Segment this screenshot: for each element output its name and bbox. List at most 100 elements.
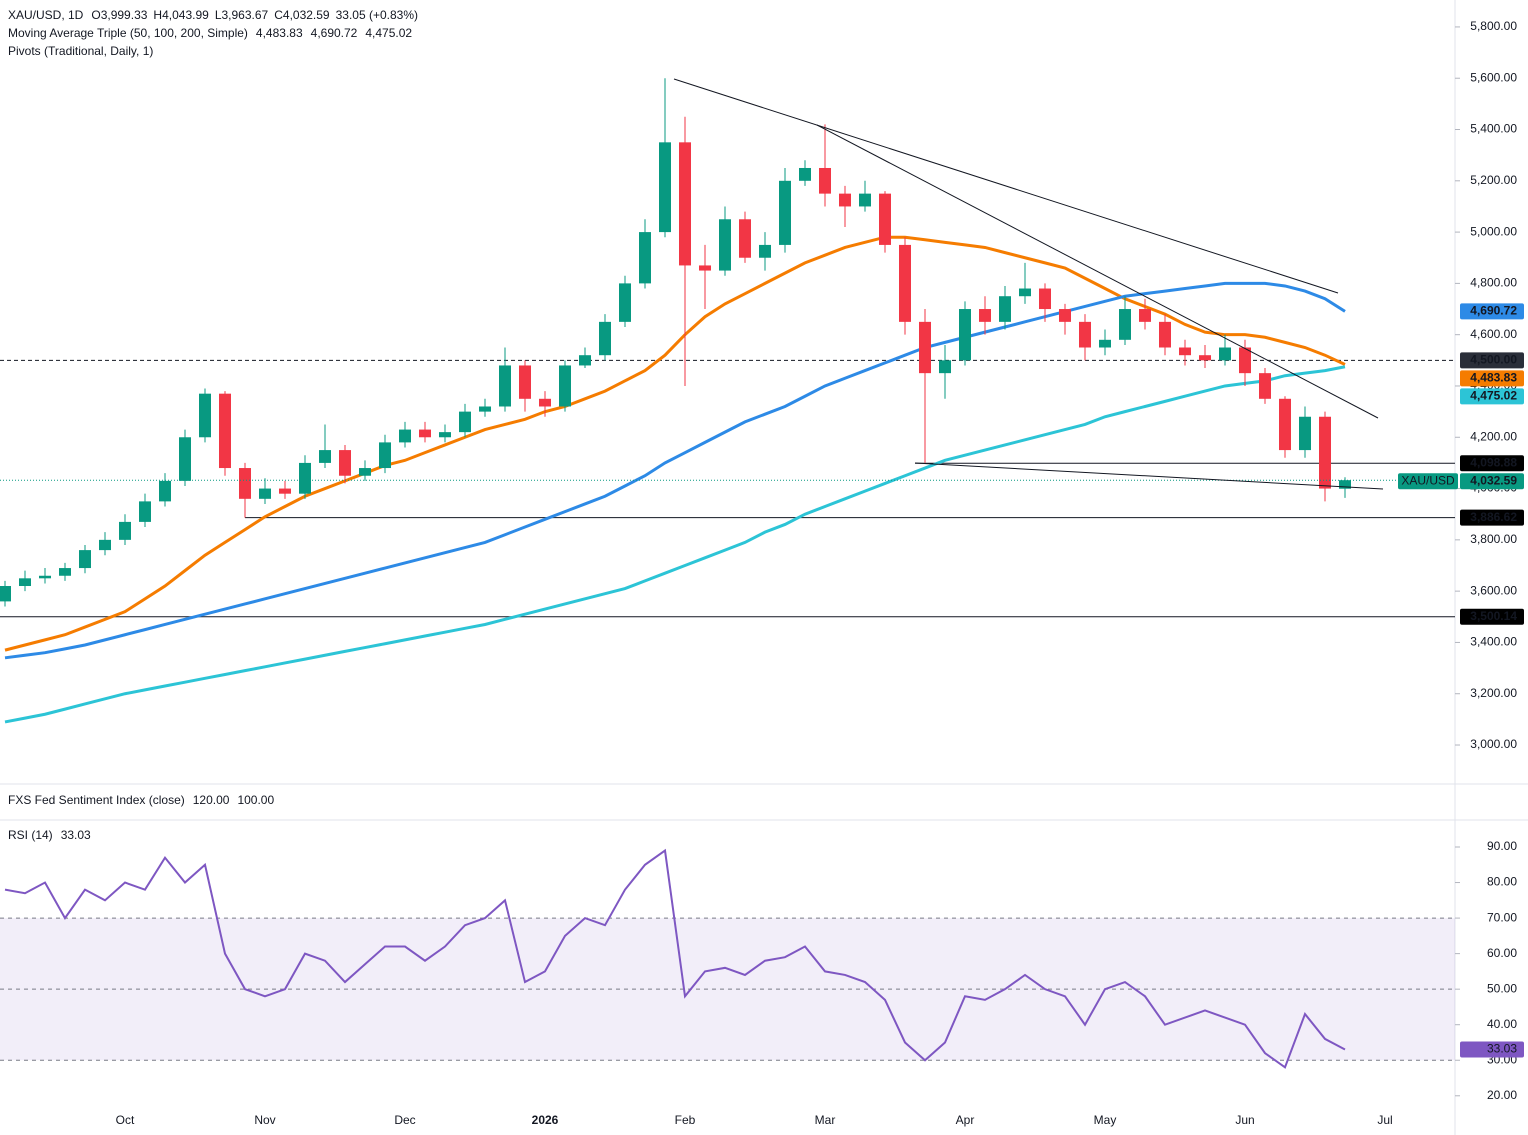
legend-change: 33.05 (+0.83%) bbox=[336, 8, 418, 22]
ma-legend-value: 4,690.72 bbox=[311, 26, 358, 40]
candle-body bbox=[959, 309, 971, 361]
x-tick-label: Jun bbox=[1235, 1113, 1254, 1127]
candle-body bbox=[559, 365, 571, 407]
candle-body bbox=[1299, 416, 1311, 451]
x-tick-label: Dec bbox=[394, 1113, 415, 1127]
trendline bbox=[673, 78, 1339, 294]
price-label-box bbox=[1460, 608, 1524, 625]
price-label-box bbox=[1460, 509, 1524, 526]
candle-body bbox=[759, 244, 771, 258]
candle-body bbox=[439, 432, 451, 438]
price-label: 4,475.02 bbox=[1470, 388, 1517, 402]
rsi-line bbox=[4, 848, 1346, 1069]
rsi-label: 33.03 bbox=[1487, 1042, 1517, 1056]
candle-body bbox=[179, 437, 191, 481]
candle-body bbox=[119, 521, 131, 540]
legend-value: 3,999.33 bbox=[101, 8, 148, 22]
legend-key: C bbox=[274, 8, 283, 22]
y-tick-label: 4,200.00 bbox=[1470, 429, 1517, 443]
y-tick-label: 5,400.00 bbox=[1470, 122, 1517, 136]
y-tick-label: 90.00 bbox=[1487, 839, 1517, 853]
candle-body bbox=[939, 360, 951, 374]
candle-body bbox=[19, 578, 31, 587]
y-tick-label: 4,600.00 bbox=[1470, 327, 1517, 341]
candle-body bbox=[419, 429, 431, 438]
candle-body bbox=[79, 550, 91, 569]
y-tick-label: 50.00 bbox=[1487, 981, 1517, 995]
price-label: 4,032.59 bbox=[1470, 473, 1517, 487]
y-tick-label: 3,800.00 bbox=[1470, 532, 1517, 546]
candle-body bbox=[0, 586, 11, 602]
y-tick-label: 3,000.00 bbox=[1470, 737, 1517, 751]
sentiment-value: 120.00 bbox=[193, 793, 230, 807]
ma-legend-title: Moving Average Triple (50, 100, 200, Sim… bbox=[8, 26, 248, 40]
price-label-box bbox=[1460, 455, 1524, 472]
x-tick-label: Apr bbox=[956, 1113, 975, 1127]
pivots-legend: Pivots (Traditional, Daily, 1) bbox=[8, 44, 153, 58]
rsi-title: RSI (14) bbox=[8, 828, 53, 842]
y-tick-label: 3,400.00 bbox=[1470, 635, 1517, 649]
candle-body bbox=[199, 393, 211, 438]
x-tick-label: May bbox=[1094, 1113, 1117, 1127]
x-tick-label: Nov bbox=[254, 1113, 275, 1127]
candle-body bbox=[579, 355, 591, 366]
price-label-box bbox=[1460, 303, 1524, 320]
rsi-current: 33.03 bbox=[61, 828, 91, 842]
price-label: 4,500.00 bbox=[1470, 352, 1517, 366]
candle-body bbox=[919, 321, 931, 374]
candle-body bbox=[399, 429, 411, 443]
candle-body bbox=[1039, 288, 1051, 310]
price-label-box bbox=[1460, 352, 1524, 369]
legend-symbol: XAU/USD, 1D bbox=[8, 8, 84, 22]
candle-body bbox=[639, 232, 651, 284]
labels-layer: XAU/USD, 1D O 3,999.33 H 4,043.99 L 3,963.67 C 4… bbox=[8, 8, 1524, 1127]
y-tick-label: 3,200.00 bbox=[1470, 686, 1517, 700]
candle-body bbox=[999, 296, 1011, 322]
candle-body bbox=[39, 575, 51, 579]
candle-body bbox=[219, 393, 231, 469]
candle-body bbox=[899, 244, 911, 322]
candle-body bbox=[699, 265, 711, 271]
candle-body bbox=[739, 219, 751, 258]
sentiment-value: 100.00 bbox=[237, 793, 274, 807]
candle-body bbox=[1199, 355, 1211, 361]
candle-body bbox=[319, 450, 331, 463]
ma-legend-value: 4,483.83 bbox=[256, 26, 303, 40]
candle-body bbox=[719, 219, 731, 271]
price-label: 4,483.83 bbox=[1470, 370, 1517, 384]
y-tick-label: 40.00 bbox=[1487, 1017, 1517, 1031]
symbol-tag-box bbox=[1398, 473, 1458, 490]
legend-key: L bbox=[215, 8, 222, 22]
candle-body bbox=[1239, 347, 1251, 374]
price-label-box bbox=[1460, 370, 1524, 387]
x-tick-label: 2026 bbox=[532, 1113, 559, 1127]
candle-body bbox=[99, 539, 111, 551]
candle-body bbox=[1099, 339, 1111, 348]
legend-key: O bbox=[91, 8, 100, 22]
candle-body bbox=[299, 462, 311, 494]
candle-body bbox=[259, 488, 271, 499]
x-tick-label: Oct bbox=[116, 1113, 135, 1127]
legend-key: H bbox=[153, 8, 162, 22]
y-tick-label: 5,000.00 bbox=[1470, 224, 1517, 238]
candle-body bbox=[779, 180, 791, 245]
candle-body bbox=[519, 365, 531, 399]
moving-average bbox=[4, 365, 1346, 724]
legend-value: 3,963.67 bbox=[222, 8, 269, 22]
y-tick-label: 5,200.00 bbox=[1470, 173, 1517, 187]
x-tick-label: Jul bbox=[1377, 1113, 1392, 1127]
candle-body bbox=[979, 309, 991, 322]
symbol-tag: XAU/USD bbox=[1401, 473, 1455, 487]
candle-body bbox=[379, 442, 391, 469]
candle-body bbox=[819, 167, 831, 194]
candle-body bbox=[839, 193, 851, 207]
price-label: 3,500.14 bbox=[1470, 609, 1517, 623]
y-tick-label: 60.00 bbox=[1487, 946, 1517, 960]
candle-body bbox=[1139, 309, 1151, 322]
candle-body bbox=[799, 167, 811, 181]
trendline bbox=[816, 124, 1379, 419]
y-tick-label: 3,600.00 bbox=[1470, 583, 1517, 597]
candle-body bbox=[659, 142, 671, 233]
